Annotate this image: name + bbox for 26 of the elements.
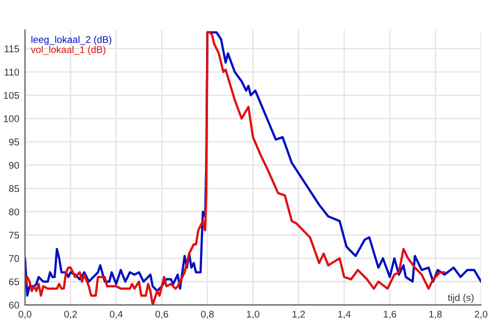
y-tick-label: 105 — [4, 92, 20, 99]
x-tick-label: 1,4 — [338, 310, 351, 319]
y-tick-label: 85 — [9, 185, 20, 192]
y-tick-label: 90 — [9, 162, 20, 169]
x-tick-label: 0,8 — [201, 310, 214, 319]
y-tick-label: 110 — [4, 68, 20, 76]
x-tick-label: 1,2 — [292, 310, 305, 319]
x-axis-title: tijd (s) — [448, 294, 474, 303]
x-tick-label: 0,4 — [110, 310, 123, 319]
y-tick-label: 60 — [9, 302, 20, 309]
text: leeg_lokaal_2 (dB) — [31, 36, 112, 45]
y-tick-label: 100 — [4, 115, 20, 122]
x-tick-label: 0,6 — [155, 310, 168, 319]
x-tick-label: 1,0 — [246, 310, 260, 319]
y-tick-label: 95 — [9, 138, 20, 146]
y-tick-label: 65 — [9, 278, 20, 286]
y-tick-label: 70 — [9, 255, 20, 262]
x-tick-label: 0,2 — [64, 310, 77, 319]
text: vol_lokaal_1 (dB) — [30, 46, 106, 55]
x-tick-label: 1,6 — [384, 310, 396, 319]
x-tick-label: 2,0 — [474, 310, 488, 319]
y-tick-label: 115 — [4, 46, 20, 52]
x-tick-label: 0,0 — [18, 310, 32, 319]
x-tick-label: 1,8 — [429, 310, 442, 319]
y-tick-label: 75 — [9, 232, 20, 239]
y-tick-label: 80 — [9, 208, 20, 216]
